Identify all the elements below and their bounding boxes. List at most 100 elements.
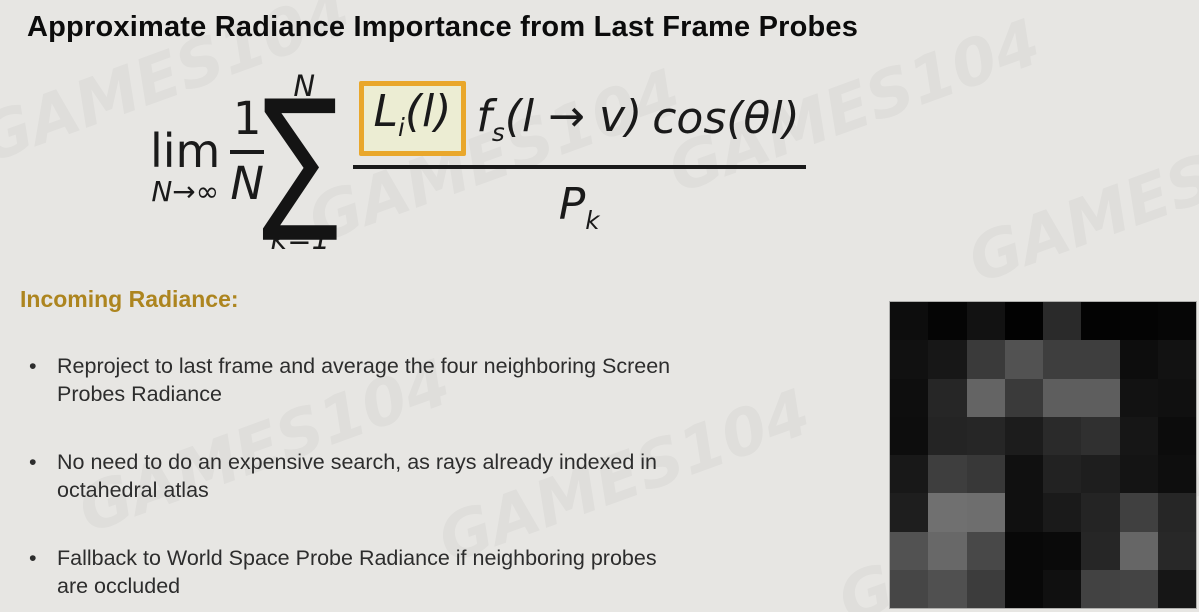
- texture-pixel: [966, 416, 1005, 455]
- texture-pixel: [1004, 455, 1043, 494]
- texture-pixel: [928, 378, 967, 417]
- summation-operator: N ∑ k=1: [261, 66, 339, 256]
- texture-pixel: [890, 302, 929, 341]
- bullet-item: Reproject to last frame and average the …: [20, 352, 860, 408]
- radiance-args: (l): [404, 86, 452, 138]
- bullet-item: Fallback to World Space Probe Radiance i…: [20, 544, 860, 600]
- texture-pixel: [1157, 378, 1196, 417]
- texture-pixel: [1004, 569, 1043, 608]
- texture-pixel: [1081, 378, 1120, 417]
- texture-pixel: [1043, 340, 1082, 379]
- integrand-numerator: Li(l) fs(l → v) cos(θl): [353, 81, 806, 156]
- pdf-subscript: k: [585, 205, 600, 235]
- texture-pixel: [966, 493, 1005, 532]
- section-heading: Incoming Radiance:: [20, 286, 239, 312]
- sum-lower-limit: k=1: [270, 222, 331, 256]
- texture-pixel: [890, 340, 929, 379]
- brdf-args: (l → v): [504, 90, 643, 142]
- texture-pixel: [890, 493, 929, 532]
- texture-pixel: [1081, 569, 1120, 608]
- texture-pixel: [966, 378, 1005, 417]
- texture-pixel: [1119, 569, 1158, 608]
- texture-pixel: [928, 531, 967, 570]
- texture-pixel: [890, 569, 929, 608]
- texture-pixel: [890, 455, 929, 494]
- one-over-n-fraction: 1 N: [230, 92, 265, 210]
- texture-pixel: [1004, 531, 1043, 570]
- texture-pixel: [966, 531, 1005, 570]
- texture-pixel: [966, 340, 1005, 379]
- fraction-numerator: 1: [232, 92, 262, 145]
- texture-pixel: [890, 378, 929, 417]
- texture-pixel: [1043, 378, 1082, 417]
- texture-pixel: [890, 416, 929, 455]
- integrand-fraction-bar: [352, 164, 806, 169]
- brdf-symbol: f: [476, 90, 492, 142]
- texture-pixel: [1043, 455, 1082, 494]
- bullet-line: octahedral atlas: [57, 478, 209, 502]
- texture-pixel: [1157, 455, 1196, 494]
- texture-pixel: [966, 302, 1005, 341]
- texture-pixel: [1157, 302, 1196, 341]
- texture-pixel: [1004, 340, 1043, 379]
- texture-pixel: [1004, 493, 1043, 532]
- brdf-subscript: s: [491, 117, 505, 147]
- watermark-text: GAMES104: [959, 96, 1199, 299]
- texture-pixel: [1119, 493, 1158, 532]
- texture-pixel: [1004, 416, 1043, 455]
- fraction-bar: [230, 150, 265, 154]
- texture-pixel: [1119, 302, 1158, 341]
- bullet-list: Reproject to last frame and average the …: [20, 352, 860, 600]
- pdf-symbol: P: [558, 178, 586, 230]
- texture-pixel: [890, 531, 929, 570]
- highlighted-incoming-radiance-term: Li(l): [358, 81, 467, 156]
- radiance-subscript: i: [398, 113, 405, 143]
- texture-pixel: [928, 493, 967, 532]
- texture-pixel: [1157, 416, 1196, 455]
- texture-pixel: [1119, 378, 1158, 417]
- texture-pixel: [1043, 493, 1082, 532]
- texture-pixel: [966, 569, 1005, 608]
- limit-operator: lim N→∞: [150, 128, 220, 206]
- texture-pixel: [1157, 340, 1196, 379]
- bullet-line: are occluded: [57, 574, 181, 598]
- texture-pixel: [1119, 416, 1158, 455]
- pdf-term: Pk: [353, 169, 806, 235]
- sigma-symbol: ∑: [261, 66, 339, 247]
- texture-pixel: [1004, 378, 1043, 417]
- integrand-fraction: Li(l) fs(l → v) cos(θl) Pk: [352, 81, 806, 235]
- texture-pixel: [1043, 531, 1082, 570]
- texture-pixel: [928, 416, 967, 455]
- radiance-importance-formula: lim N→∞ 1 N N ∑ k=1 Li(l) fs(l → v) cos(…: [150, 58, 806, 264]
- texture-pixel: [1157, 531, 1196, 570]
- texture-pixel: [928, 302, 967, 341]
- probe-texture-image: [890, 302, 1196, 608]
- bullet-item: No need to do an expensive search, as ra…: [20, 448, 860, 504]
- brdf-term: fs(l → v): [476, 91, 642, 147]
- texture-pixel: [1043, 302, 1082, 341]
- texture-pixel: [928, 455, 967, 494]
- texture-pixel: [1119, 455, 1158, 494]
- texture-pixel: [1043, 569, 1082, 608]
- bullet-line: Fallback to World Space Probe Radiance i…: [57, 546, 657, 570]
- texture-pixel: [1081, 340, 1120, 379]
- bullet-line: Reproject to last frame and average the …: [57, 354, 671, 378]
- content-section: Incoming Radiance: Reproject to last fra…: [20, 286, 860, 612]
- texture-pixel: [1081, 493, 1120, 532]
- fraction-denominator: N: [230, 157, 265, 210]
- texture-pixel: [1004, 302, 1043, 341]
- limit-subscript: N→∞: [151, 175, 220, 208]
- limit-word: lim: [150, 124, 221, 178]
- texture-pixel: [928, 569, 967, 608]
- bullet-line: No need to do an expensive search, as ra…: [57, 450, 657, 474]
- cosine-term: cos(θl): [652, 93, 800, 145]
- texture-pixel: [1081, 302, 1120, 341]
- texture-pixel: [1119, 340, 1158, 379]
- texture-pixel: [1081, 455, 1120, 494]
- radiance-symbol: L: [373, 86, 399, 138]
- texture-pixel: [1157, 569, 1196, 608]
- texture-pixel: [1157, 493, 1196, 532]
- texture-pixel: [928, 340, 967, 379]
- sum-upper-limit: N: [293, 69, 316, 103]
